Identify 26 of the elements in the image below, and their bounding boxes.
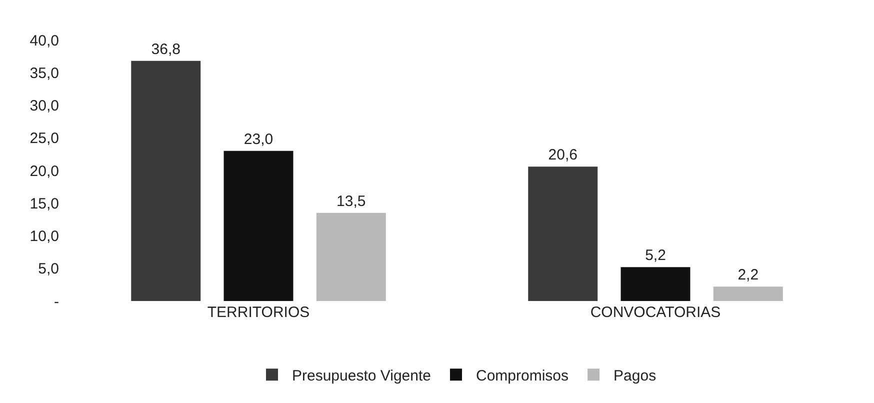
x-tick-label: CONVOCATORIAS xyxy=(590,304,721,321)
y-tick-label: 25,0 xyxy=(30,130,59,148)
legend-label: Presupuesto Vigente xyxy=(292,368,431,385)
data-label: 2,2 xyxy=(738,266,759,284)
data-label: 20,6 xyxy=(548,146,578,164)
y-tick-label: - xyxy=(54,293,59,310)
bar xyxy=(224,150,294,301)
legend-label: Compromisos xyxy=(476,368,569,385)
y-tick-label: 5,0 xyxy=(38,260,59,278)
y-tick-label: 10,0 xyxy=(30,228,59,245)
bar xyxy=(528,166,598,301)
bar xyxy=(620,267,690,301)
data-label: 36,8 xyxy=(151,40,180,58)
y-tick-label: 15,0 xyxy=(30,195,59,212)
x-tick-label: TERRITORIOS xyxy=(207,304,310,321)
bar xyxy=(131,60,201,301)
y-tick-label: 20,0 xyxy=(30,162,59,180)
data-label: 23,0 xyxy=(244,130,274,148)
bar xyxy=(713,286,783,301)
data-label: 5,2 xyxy=(645,247,666,264)
y-tick-label: 40,0 xyxy=(30,32,59,50)
y-tick-label: 35,0 xyxy=(30,64,59,82)
data-label: 13,5 xyxy=(336,192,366,210)
legend-label: Pagos xyxy=(614,368,656,385)
bar xyxy=(316,212,386,301)
y-tick-label: 30,0 xyxy=(30,98,59,114)
